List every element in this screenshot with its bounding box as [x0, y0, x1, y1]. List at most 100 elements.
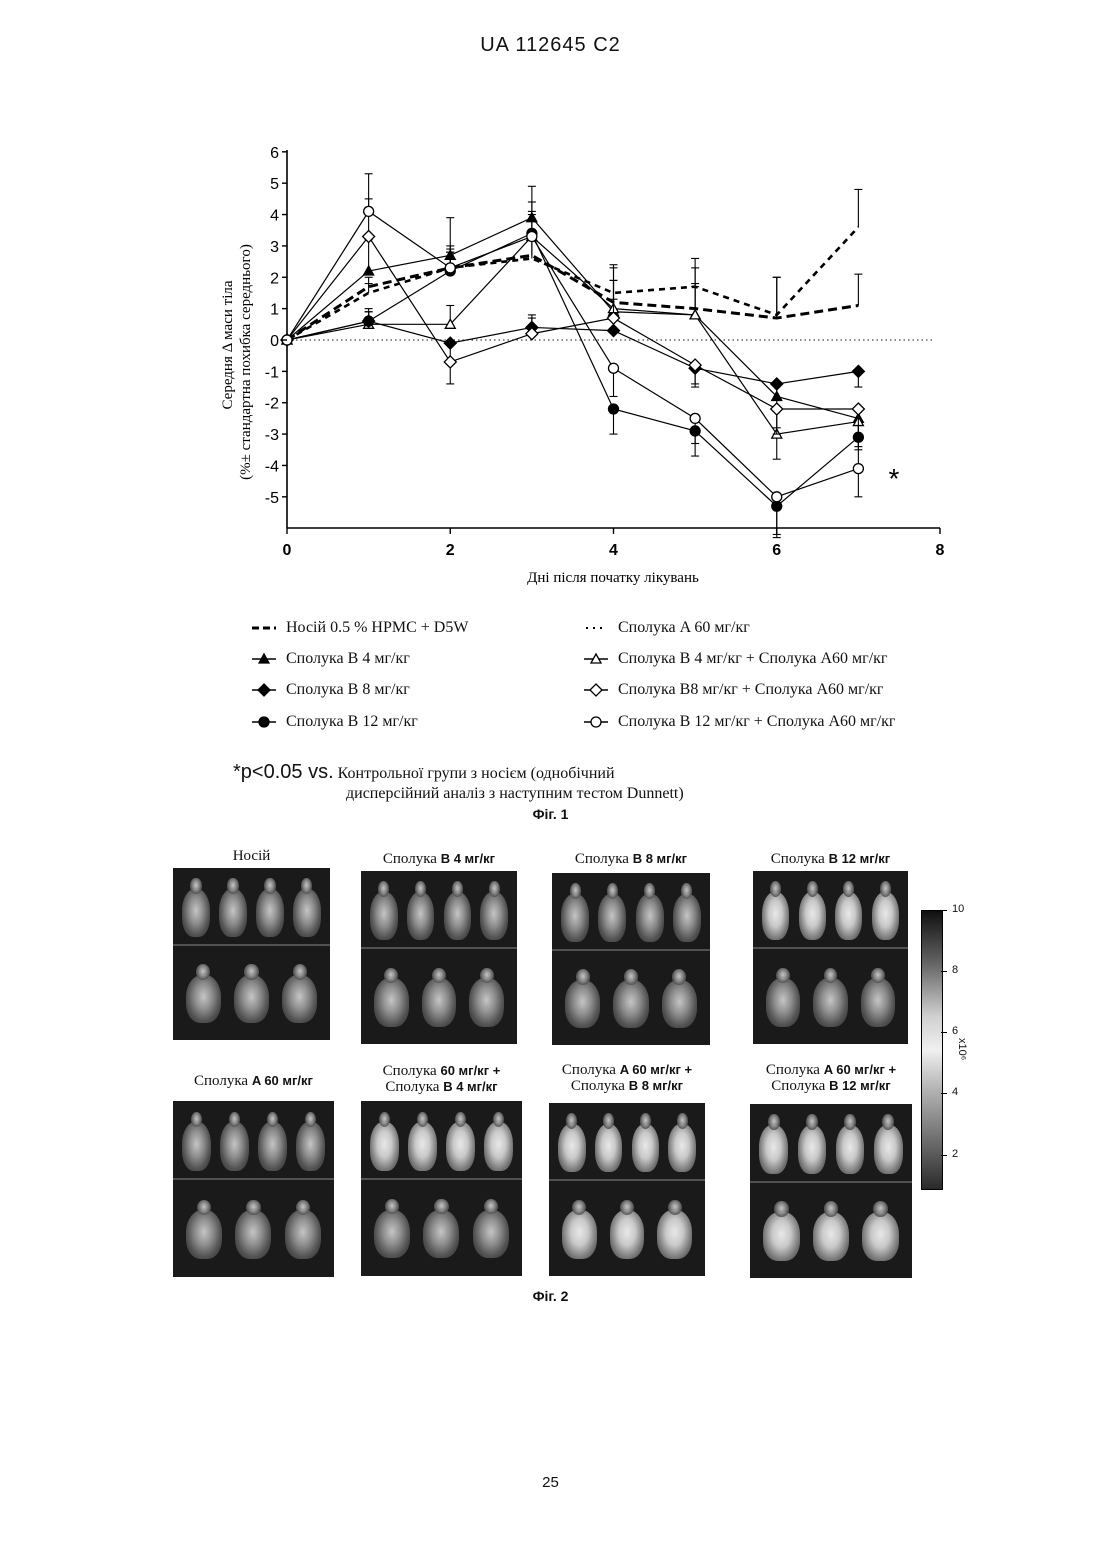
y-tick-label: 2	[270, 270, 279, 287]
legend-swatch-dashed	[250, 620, 278, 636]
x-tick-label: 2	[446, 542, 455, 559]
x-tick-label: 8	[936, 542, 945, 559]
legend-item: Сполука B8 мг/кг + Сполука A60 мг/кг	[582, 681, 883, 699]
panel-label-dose: A 60 мг/кг +	[620, 1062, 692, 1077]
legend-label: Сполука B8 мг/кг + Сполука A60 мг/кг	[618, 681, 883, 699]
data-point	[609, 404, 619, 414]
mouse-image	[561, 894, 589, 942]
mouse-image	[763, 1212, 799, 1261]
data-point	[852, 403, 864, 415]
mouse-image	[835, 892, 862, 940]
legend-swatch-circle-filled	[250, 714, 278, 730]
panel-label-text: Сполука	[383, 851, 441, 867]
mouse-head	[882, 1114, 893, 1129]
legend-swatch-triangle-filled	[250, 651, 278, 667]
panel-label-dose: 60 мг/кг +	[440, 1063, 500, 1078]
y-tick-label: -2	[265, 396, 279, 413]
mouse-image	[186, 975, 221, 1023]
mouse-head	[677, 1113, 688, 1128]
legend-swatch-triangle-open	[582, 651, 610, 667]
mouse-head	[768, 1114, 779, 1129]
panel-divider	[750, 1181, 912, 1183]
mouse-image	[862, 1212, 898, 1261]
legend-item: Сполука A 60 мг/кг	[582, 619, 750, 637]
mouse-image	[874, 1125, 903, 1174]
mouse-head	[264, 878, 275, 893]
scale-tick-mark	[941, 1032, 947, 1033]
panel-label-dose: B 12 мг/кг	[829, 1078, 891, 1093]
scale-tick-label: 4	[952, 1086, 958, 1098]
legend-label: Сполука B 12 мг/кг	[286, 713, 418, 731]
data-point	[852, 365, 864, 377]
mouse-image	[296, 1122, 325, 1171]
mouse-image	[836, 1125, 865, 1174]
x-axis-label: Дні після початку лікувань	[527, 570, 699, 586]
mouse-image	[484, 1122, 513, 1171]
data-point	[690, 413, 700, 423]
mouse-head	[824, 1201, 838, 1216]
body-weight-line-chart: 6543210-1-2-3-4-502468 Середня Δ маси ті…	[0, 0, 1101, 600]
mouse-image	[422, 978, 457, 1026]
mouse-image	[182, 889, 210, 937]
panel-label: Носій	[153, 848, 350, 864]
mouse-image	[469, 978, 504, 1026]
legend-swatch-dotted	[582, 620, 610, 636]
scale-tick-mark	[941, 1093, 947, 1094]
imaging-panel	[173, 868, 330, 1040]
panel-divider	[549, 1179, 705, 1181]
mouse-head	[455, 1112, 466, 1127]
panel-label-text: Сполука	[766, 1062, 824, 1078]
mouse-head	[843, 881, 854, 896]
panel-label: Сполука A 60 мг/кг +Сполука B 8 мг/кг	[529, 1062, 725, 1094]
mouse-image	[813, 978, 848, 1026]
mouse-image	[636, 894, 664, 942]
mouse-image	[446, 1122, 475, 1171]
mouse-image	[668, 1124, 696, 1172]
panel-label-text: Сполука	[194, 1073, 252, 1089]
page-number: 25	[0, 1474, 1101, 1491]
mouse-image	[234, 975, 269, 1023]
data-point	[444, 356, 456, 368]
legend-item: Сполука B 4 мг/кг + Сполука A60 мг/кг	[582, 650, 887, 668]
y-tick-label: 6	[270, 145, 279, 162]
mouse-head	[644, 883, 655, 898]
legend-label: Сполука B 8 мг/кг	[286, 681, 410, 699]
mouse-head	[452, 881, 463, 896]
mouse-head	[873, 1201, 887, 1216]
mouse-head	[196, 964, 210, 979]
mouse-image	[798, 1125, 827, 1174]
mouse-head	[807, 881, 818, 896]
mouse-head	[620, 1200, 634, 1215]
mouse-image	[285, 1210, 321, 1259]
note-line-2: дисперсійний аналіз з наступним тестом D…	[346, 785, 684, 802]
mouse-head	[432, 968, 446, 983]
data-point	[772, 492, 782, 502]
mouse-head	[305, 1112, 316, 1128]
chart-series	[281, 174, 864, 538]
mouse-head	[493, 1112, 504, 1127]
mouse-image	[480, 892, 508, 940]
mouse-head	[227, 878, 238, 893]
scale-tick-mark	[941, 971, 947, 972]
legend-item: Сполука B 12 мг/кг + Сполука A60 мг/кг	[582, 713, 895, 731]
legend-item: Носій 0.5 % HPMC + D5W	[250, 619, 468, 637]
panel-divider	[173, 944, 330, 946]
panel-divider	[361, 947, 517, 949]
legend-item: Сполука B 4 мг/кг	[250, 650, 410, 668]
chart-axes	[287, 150, 940, 528]
imaging-panel	[552, 873, 710, 1045]
mouse-image	[186, 1210, 222, 1259]
panel-label-dose: A 60 мг/кг +	[824, 1062, 896, 1077]
panel-label-text: Сполука	[383, 1063, 441, 1079]
series-line	[287, 237, 858, 435]
imaging-panel	[173, 1101, 334, 1277]
intensity-scale-bar	[921, 910, 943, 1190]
mouse-head	[668, 1200, 682, 1215]
mouse-image	[673, 894, 701, 942]
mouse-image	[595, 1124, 623, 1172]
mouse-image	[423, 1210, 459, 1259]
panel-label-text: Сполука	[771, 851, 829, 867]
mouse-image	[408, 1122, 437, 1171]
y-tick-label: 3	[270, 239, 279, 256]
mouse-image	[598, 894, 626, 942]
